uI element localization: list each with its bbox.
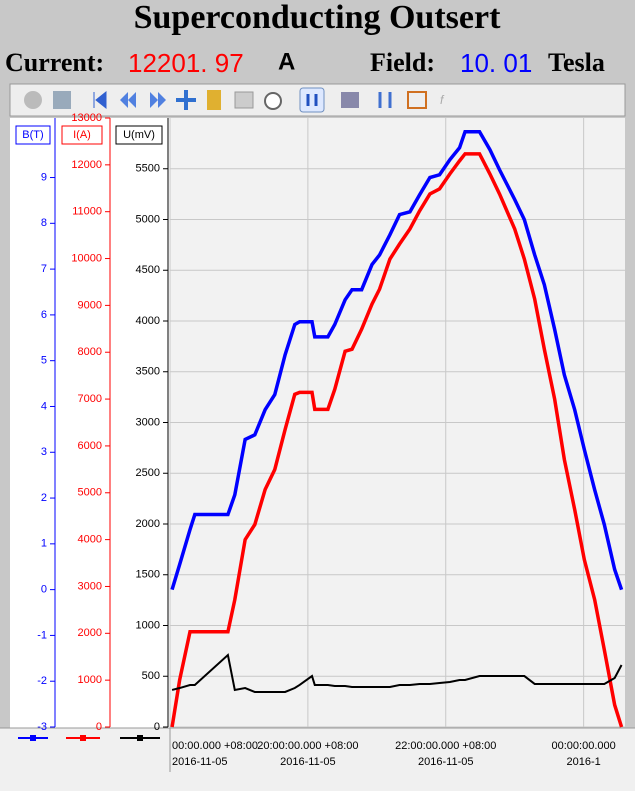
x-tick-label: 22:00:00.000 +08:00 [395,740,496,752]
y-tick-label: 0 [154,721,160,733]
y-tick-label: 4 [41,400,47,412]
zoom-y-button[interactable] [207,90,221,110]
y-tick-label: 1000 [78,674,102,686]
field-value: 10. 01 [460,48,532,78]
axis-title: I(A) [73,129,91,141]
axis-title: B(T) [22,129,43,141]
current-value: 12201. 97 [128,48,244,78]
current-label: Current: [5,48,104,77]
title: Superconducting Outsert [134,0,501,36]
y-tick-label: 3000 [136,416,160,428]
y-tick-label: 5 [41,355,47,367]
x-tick-date: 2016-1 [567,756,601,768]
legend-panel [0,728,635,791]
y-tick-label: 2000 [136,518,160,530]
series-line [170,129,624,591]
y-tick-label: 1500 [136,569,160,581]
y-tick-label: 12000 [71,159,102,171]
x-tick-label: 20:00:00.000 +08:00 [257,740,358,752]
y-tick-label: 7000 [78,393,102,405]
legend-marker [30,735,36,741]
axis-title: U(mV) [123,129,155,141]
forward-button[interactable] [150,92,166,108]
fx-button[interactable]: f [440,93,445,107]
x-tick-date: 2016-11-05 [418,756,473,768]
y-tick-label: 11000 [72,206,102,218]
y-tick-label: 3500 [136,366,160,378]
y-tick-label: 6 [41,309,47,321]
toolbar: f [9,83,626,117]
y-tick-label: 13000 [71,112,102,124]
x-tick-date: 2016-11-05 [280,756,335,768]
y-tick-label: 7 [41,263,47,275]
timer-button[interactable] [264,92,282,110]
x-tick-label: 00:00.000 +08:00 [172,740,258,752]
field-unit: Tesla [548,48,605,77]
y-tick-label: 2000 [78,627,102,639]
y-tick-label: 4500 [136,264,160,276]
first-button[interactable] [93,90,107,110]
y-tick-label: 1000 [136,619,160,631]
x-tick-label: 00:00:00.000 [552,740,616,752]
range-button[interactable] [407,91,427,109]
axis-title-box [61,125,103,145]
y-tick-label: 9 [41,171,47,183]
series-line [171,653,623,693]
y-tick-label: 4000 [136,315,160,327]
x-tick-date: 2016-11-05 [172,756,227,768]
axis-title-box [115,125,163,145]
y-tick-label: 2 [41,492,47,504]
y-tick-label: 5000 [136,213,160,225]
y-tick-label: -3 [37,721,47,733]
pan-button[interactable] [176,90,196,110]
cursor-button[interactable] [378,92,392,108]
y-tick-label: 500 [142,670,160,682]
y-tick-label: 9000 [78,299,102,311]
axis-title-box [15,125,51,145]
export-button[interactable] [53,91,71,109]
current-unit: A [278,48,295,75]
scale-button[interactable] [234,91,254,109]
y-tick-label: 3 [41,446,47,458]
y-tick-label: 8000 [78,346,102,358]
y-tick-label: 8 [41,217,47,229]
pause-icon [306,94,318,106]
y-tick-label: -2 [37,675,47,687]
y-tick-label: 3000 [78,580,102,592]
series-line [170,152,624,728]
print-button[interactable] [341,92,359,108]
y-tick-label: 5000 [78,487,102,499]
y-tick-label: -1 [37,629,47,641]
y-tick-label: 0 [41,584,47,596]
y-tick-label: 2500 [136,467,160,479]
back-button[interactable] [120,92,136,108]
legend-marker [80,735,86,741]
pause-button[interactable] [299,87,325,113]
y-tick-label: 0 [96,721,102,733]
legend-marker [137,735,143,741]
y-tick-label: 1 [41,538,47,550]
help-button[interactable] [24,91,42,109]
field-label: Field: [370,48,435,77]
y-tick-label: 10000 [71,252,102,264]
y-tick-label: 5500 [136,163,160,175]
y-tick-label: 6000 [78,440,102,452]
y-tick-label: 4000 [78,534,102,546]
